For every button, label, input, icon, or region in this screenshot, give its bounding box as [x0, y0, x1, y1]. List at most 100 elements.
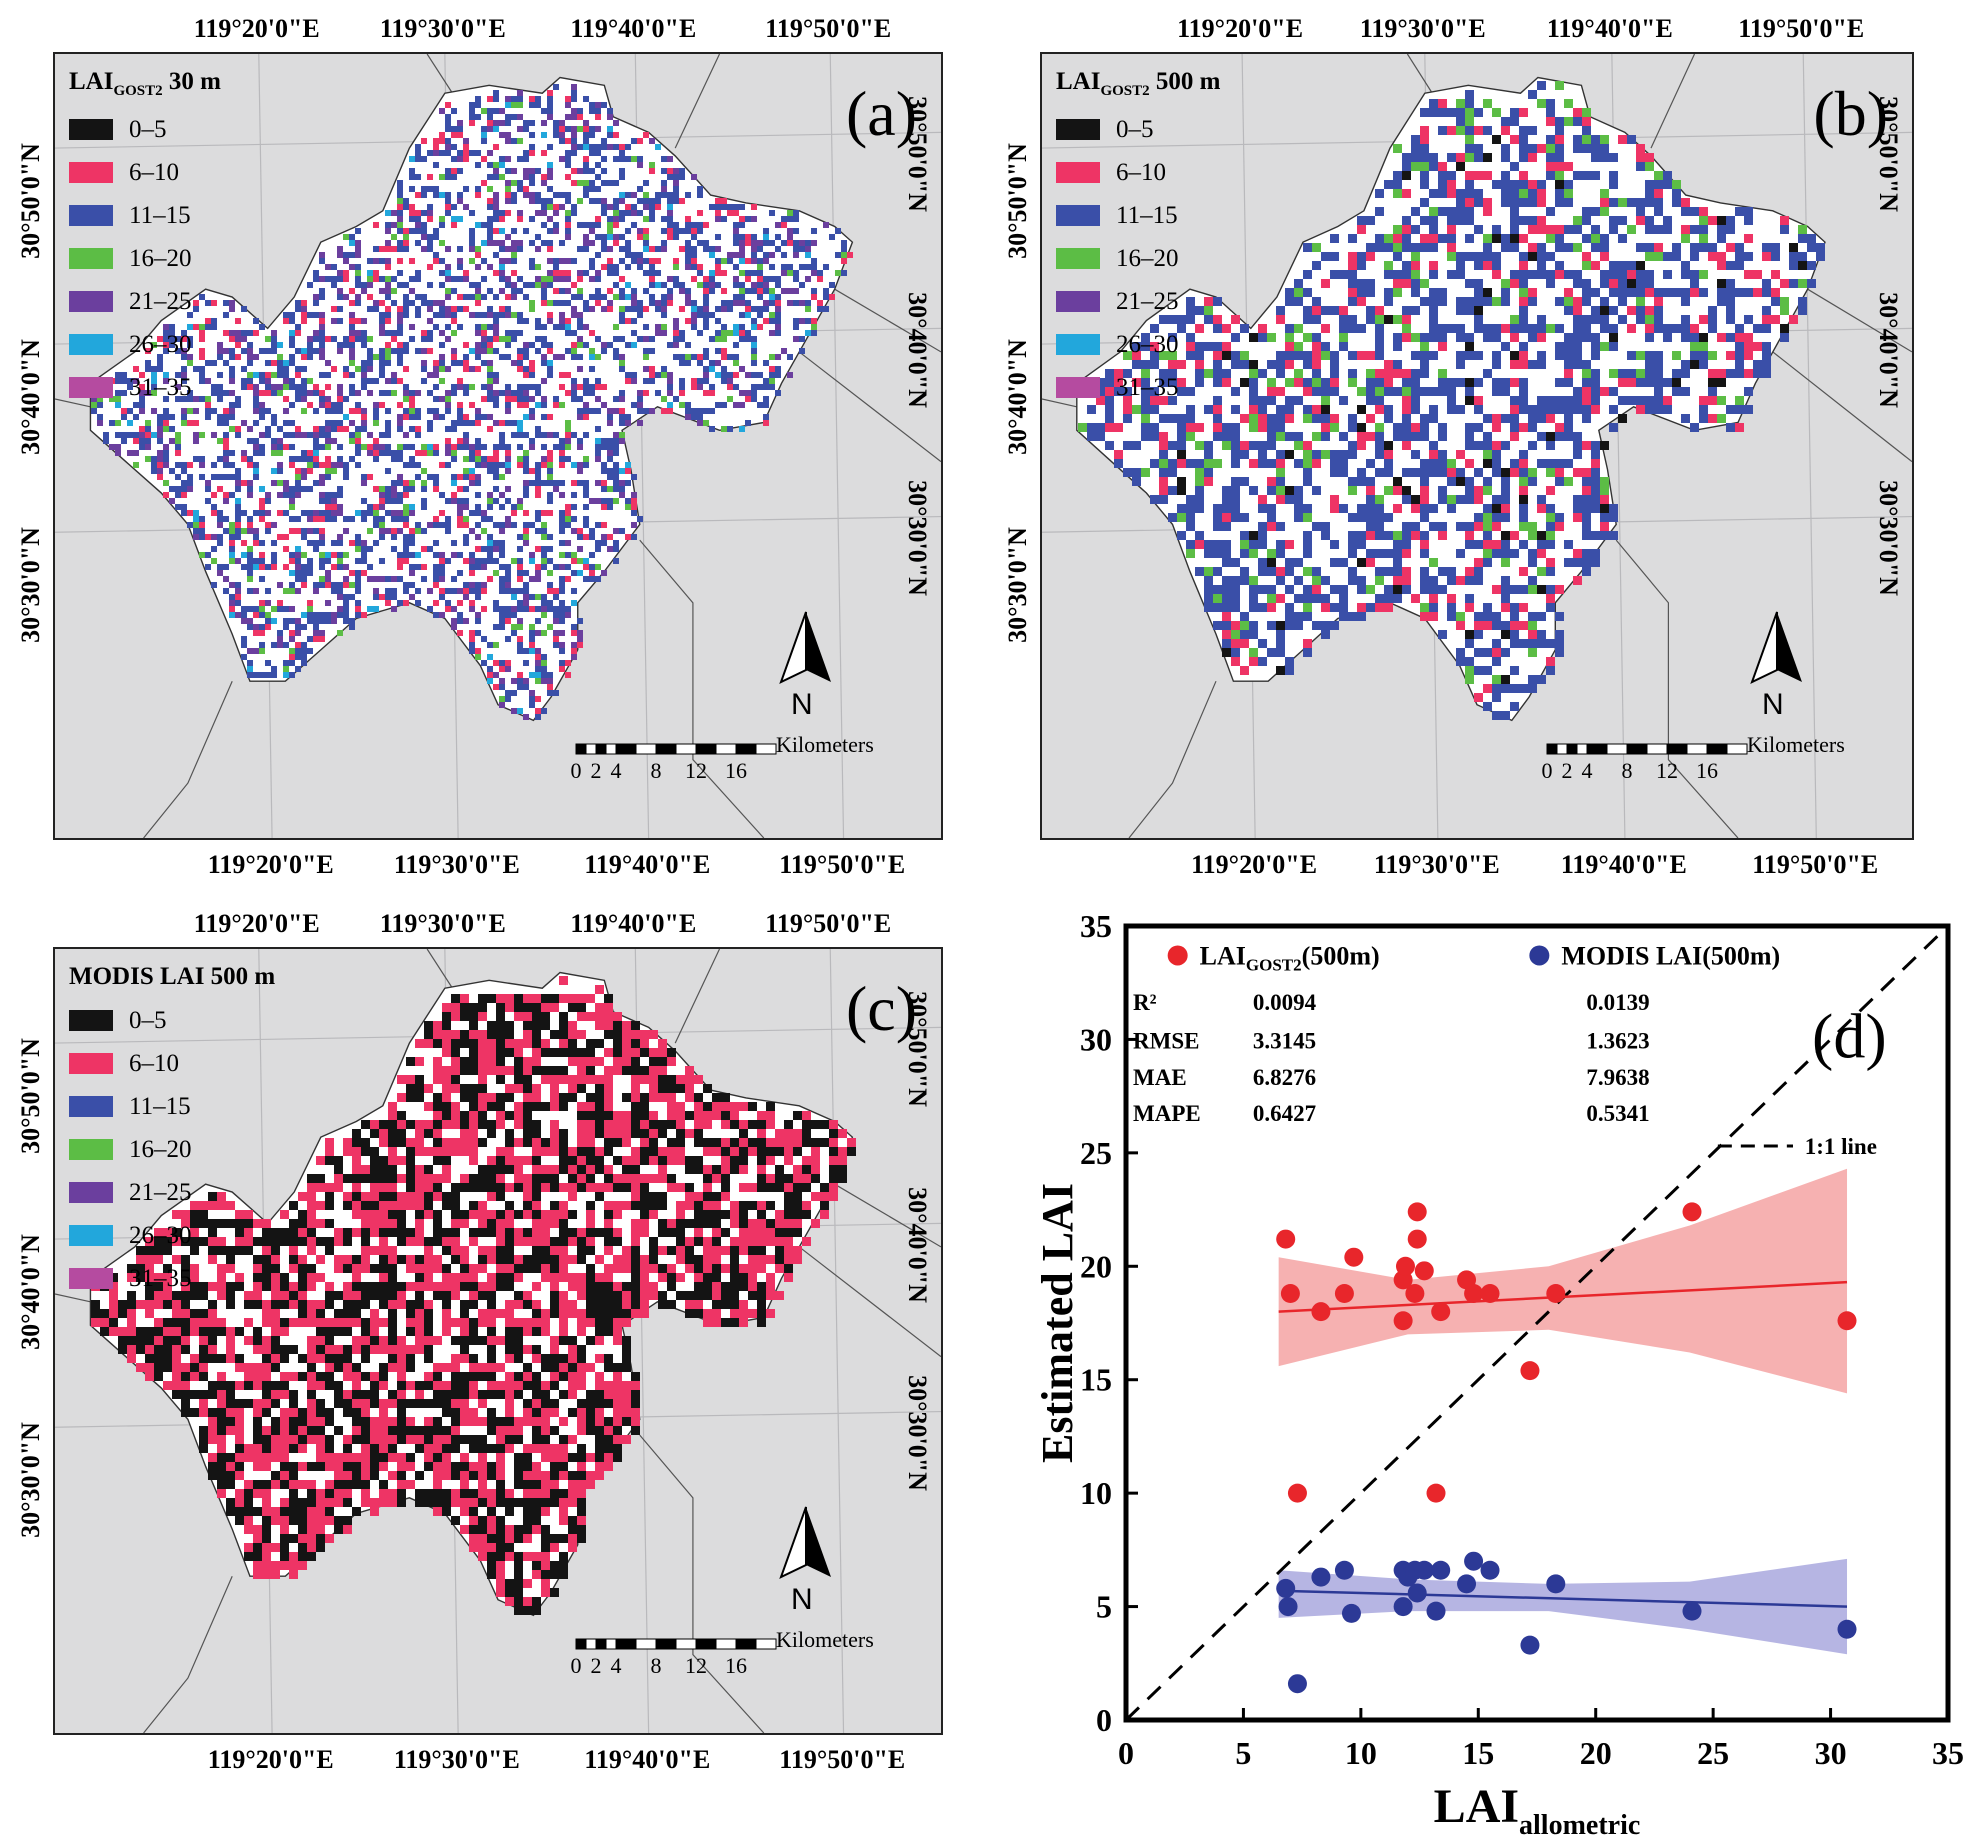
data-point	[1287, 1674, 1307, 1694]
longitude-label: 119°40'0"E	[570, 909, 697, 938]
latitude-label: 30°50'0"N	[16, 143, 45, 259]
data-point	[1311, 1567, 1331, 1587]
one-to-one-line	[1124, 924, 1950, 1722]
stats-label: R²	[1133, 990, 1157, 1015]
data-point	[1682, 1601, 1702, 1621]
county-boundary	[1042, 398, 1077, 408]
longitude-label: 119°30'0"E	[379, 909, 506, 938]
legend-label: 21–25	[129, 287, 192, 315]
legend-title: LAIGOST2 500 m	[1056, 68, 1221, 99]
legend-swatch	[1056, 334, 1100, 355]
longitude-label: 119°20'0"E	[1177, 14, 1304, 43]
stats-value: 3.3145	[1253, 1029, 1316, 1054]
x-tick-label: 5	[1235, 1735, 1251, 1771]
legend-item: 26–30	[1056, 323, 1220, 366]
data-point	[1457, 1574, 1477, 1594]
latitude-label: 30°50'0"N	[1003, 143, 1032, 259]
legend-item: 21–25	[1056, 280, 1220, 323]
longitude-label: 119°40'0"E	[584, 1745, 711, 1774]
stats-value: 1.3623	[1586, 1029, 1649, 1054]
legend-item: 11–15	[69, 1085, 275, 1128]
latitude-label: 30°30'0"N	[903, 1375, 932, 1491]
scale-bar-unit: Kilometers	[776, 1627, 874, 1652]
data-point	[1334, 1284, 1354, 1304]
data-point	[1464, 1284, 1484, 1304]
lai-raster	[1078, 81, 1825, 720]
north-label: N	[791, 688, 813, 721]
data-point	[1414, 1560, 1434, 1580]
legend-swatch	[69, 334, 113, 355]
county-boundary	[1772, 351, 1912, 463]
legend-label: MODIS LAI(500m)	[1561, 941, 1780, 970]
x-axis-label: LAIallometric	[1434, 1780, 1641, 1841]
plot-frame	[1123, 923, 1951, 1723]
longitude-label: 119°50'0"E	[765, 14, 892, 43]
latitude-label: 30°50'0"N	[16, 1038, 45, 1154]
scale-bar-tick: 16	[1696, 758, 1718, 783]
county-boundary	[143, 680, 233, 838]
confidence-band	[1278, 1168, 1848, 1394]
longitude-label: 119°50'0"E	[779, 850, 906, 879]
legend-item: 31–35	[1056, 366, 1220, 409]
legend-item: 0–5	[1056, 108, 1220, 151]
legend-swatch	[69, 119, 113, 140]
legend-label: 0–5	[129, 115, 167, 143]
study-area-boundary	[89, 76, 854, 722]
scale-bar-tick: 2	[1561, 758, 1573, 783]
data-point	[1682, 1202, 1702, 1222]
y-tick-label: 15	[1080, 1362, 1112, 1398]
scale-bar-tick: 0	[570, 758, 582, 783]
data-point	[1480, 1284, 1500, 1304]
legend-swatch	[69, 291, 113, 312]
legend-label: 26–30	[129, 330, 192, 358]
legend-swatch	[69, 1225, 113, 1246]
legend-label: 0–5	[129, 1006, 167, 1034]
legend-swatch	[69, 1053, 113, 1074]
x-tick-label: 15	[1462, 1735, 1494, 1771]
stats-value: 6.8276	[1253, 1065, 1316, 1090]
longitude-label: 119°30'0"E	[1373, 850, 1500, 879]
legend-item: 6–10	[1056, 151, 1220, 194]
county-boundary	[1650, 54, 1696, 149]
legend-item: 21–25	[69, 280, 221, 323]
legend-swatch	[69, 1268, 113, 1289]
scale-bar-tick: 12	[685, 758, 707, 783]
longitude-label: 119°50'0"E	[1752, 850, 1879, 879]
data-point	[1431, 1560, 1451, 1580]
data-point	[1546, 1284, 1566, 1304]
legend: LAIGOST2 500 m 0–5 6–10 11–15 16–20 21–25 26–3…	[1056, 68, 1220, 409]
legend: MODIS LAI 500 m 0–5 6–10 11–15 16–20 21–25 26–…	[69, 963, 275, 1300]
longitude-label: 119°40'0"E	[570, 14, 697, 43]
scale-bar-unit: Kilometers	[1747, 732, 1845, 757]
data-point	[1426, 1483, 1446, 1503]
data-point	[1837, 1311, 1857, 1331]
data-point	[1334, 1560, 1354, 1580]
map-panel-c: MODIS LAI 500 m 0–5 6–10 11–15 16–20 21–25 26–…	[53, 947, 943, 1735]
legend-swatch	[69, 377, 113, 398]
legend-item: 16–20	[69, 237, 221, 280]
legend-item: 26–30	[69, 323, 221, 366]
data-point	[1431, 1302, 1451, 1322]
data-point	[1393, 1597, 1413, 1617]
lai-map	[55, 54, 941, 838]
legend-item: 26–30	[69, 1214, 275, 1257]
legend-item: 6–10	[69, 151, 221, 194]
legend-item: 21–25	[69, 1171, 275, 1214]
data-point	[1393, 1311, 1413, 1331]
data-point	[1278, 1597, 1298, 1617]
legend-label: 31–35	[129, 373, 192, 401]
longitude-label: 119°30'0"E	[1359, 14, 1486, 43]
longitude-label: 119°40'0"E	[584, 850, 711, 879]
north-arrow-icon	[779, 611, 831, 684]
scale-bar-tick: 0	[570, 1653, 582, 1678]
scatter-chart: 0 5 10 15 20 25 30 35 0 5 10 15 20 25 30 35 Estimated LA…	[1033, 915, 1964, 1841]
longitude-label: 119°20'0"E	[1191, 850, 1318, 879]
scale-bar	[575, 1638, 777, 1650]
legend-swatch	[69, 1010, 113, 1031]
latitude-label: 30°30'0"N	[16, 1422, 45, 1539]
legend-swatch	[69, 1096, 113, 1117]
scale-bar-tick: 8	[650, 758, 662, 783]
legend-label: 0–5	[1116, 115, 1154, 143]
data-point	[1407, 1583, 1427, 1603]
legend-swatch	[1056, 248, 1100, 269]
